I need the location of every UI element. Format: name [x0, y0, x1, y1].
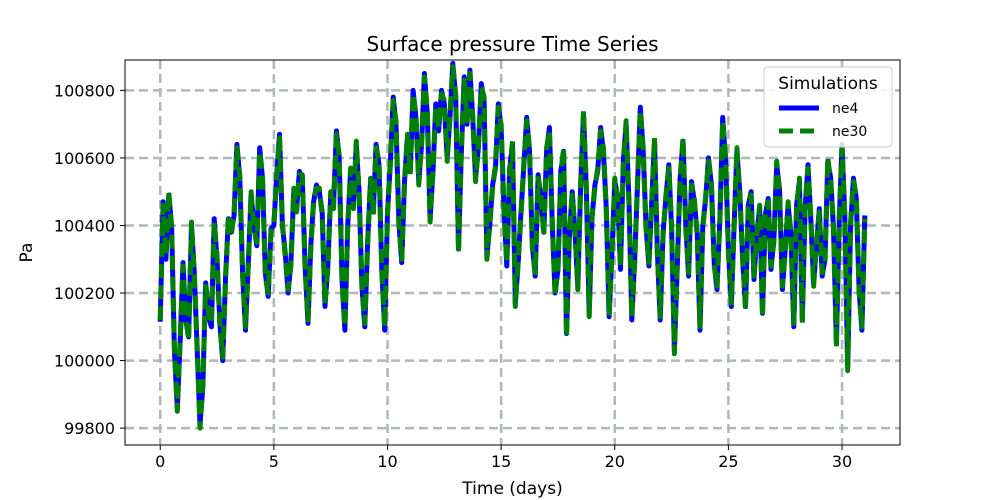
- series-layer: [157, 60, 868, 431]
- legend-box: [763, 66, 893, 148]
- chart-title: Surface pressure Time Series: [366, 32, 658, 56]
- y-tick-label: 100400: [54, 216, 115, 235]
- y-tick-label: 100600: [54, 149, 115, 168]
- x-axis-label: Time (days): [461, 479, 562, 499]
- legend-label-ne30: ne30: [832, 124, 867, 140]
- axis-ticks: 0 5 10 15 20 25 30 99800 100000 100200 100400 10060…: [54, 81, 852, 471]
- x-tick-label: 5: [269, 452, 279, 471]
- y-tick-label: 100800: [54, 81, 115, 100]
- y-tick-label: 99800: [64, 419, 115, 438]
- x-tick-label: 30: [832, 452, 852, 471]
- legend-title: Simulations: [778, 74, 878, 94]
- y-axis-label: Pa: [17, 243, 37, 263]
- y-tick-label: 100000: [54, 352, 115, 371]
- x-tick-label: 0: [155, 452, 165, 471]
- x-tick-label: 20: [605, 452, 625, 471]
- series-line-ne30: [157, 64, 868, 431]
- legend: Simulations ne4 ne30: [763, 66, 893, 148]
- plot-frame: [124, 59, 901, 446]
- x-tick-label: 25: [718, 452, 738, 471]
- x-tick-label: 10: [377, 452, 397, 471]
- legend-label-ne4: ne4: [832, 101, 858, 117]
- x-tick-label: 15: [491, 452, 511, 471]
- y-tick-label: 100200: [54, 284, 115, 303]
